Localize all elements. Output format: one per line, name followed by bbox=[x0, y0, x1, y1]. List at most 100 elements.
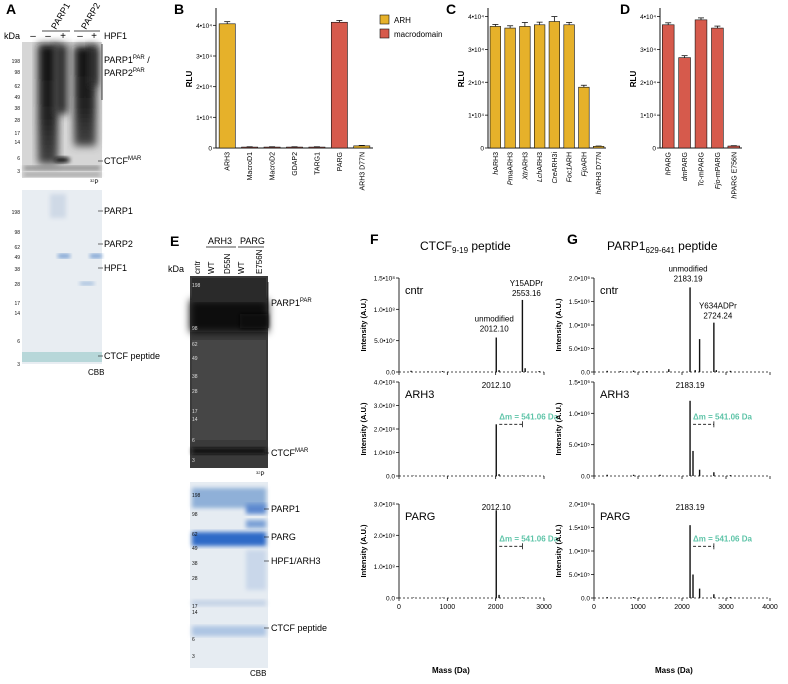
lane-label: WT bbox=[237, 261, 246, 274]
marker-label: 28 bbox=[192, 389, 198, 395]
marker-label: 98 bbox=[14, 230, 20, 236]
spectrum-title-range: 9-19 bbox=[452, 246, 469, 255]
bar bbox=[241, 146, 259, 149]
y-tick-label: 1.0•10⁸ bbox=[374, 450, 396, 457]
bar bbox=[330, 21, 348, 149]
y-tick-label: 1.5•10⁶ bbox=[569, 525, 591, 532]
marker-label: 62 bbox=[192, 532, 198, 538]
x-tick-label: 3000 bbox=[536, 604, 552, 611]
category-enzyme: ARH3 bbox=[493, 152, 500, 171]
band-label-ctcf-mar: CTCFMAR bbox=[104, 156, 142, 166]
y-tick-label: 2•10⁴ bbox=[468, 80, 484, 87]
spectrum-title-protein: PARP1 bbox=[607, 239, 646, 253]
panel-letter: A bbox=[6, 1, 16, 17]
category-species: Foc1 bbox=[567, 167, 574, 183]
legend-label: macrodomain bbox=[394, 30, 442, 39]
category-label: hARH3 bbox=[493, 152, 500, 175]
peak-annotation: 2012.10 bbox=[480, 325, 509, 334]
peak-annotation: 2183.19 bbox=[676, 381, 705, 390]
marker-label: 14 bbox=[14, 311, 20, 317]
y-tick-label: 1.0•10⁸ bbox=[374, 564, 396, 571]
marker-label: 38 bbox=[14, 106, 20, 112]
legend-label: ARH bbox=[394, 16, 411, 25]
category-label: Foc1ARH bbox=[567, 152, 574, 182]
band-label-protein: CTCF bbox=[271, 448, 295, 458]
marker-label: 62 bbox=[14, 84, 20, 90]
bar bbox=[711, 27, 724, 149]
spectrum-title-suffix: peptide bbox=[675, 239, 718, 253]
category-label: TARG1 bbox=[314, 152, 321, 175]
x-axis-label: Mass (Da) bbox=[655, 666, 693, 675]
marker-label: 17 bbox=[192, 604, 198, 610]
lane-sign: + bbox=[60, 31, 66, 42]
spectrum-title: PARP1629-641 peptide bbox=[607, 239, 718, 255]
y-tick-label: 4.0•10⁸ bbox=[374, 380, 396, 387]
category-label: GDAP2 bbox=[292, 152, 299, 176]
x-tick-label: 4000 bbox=[762, 604, 778, 611]
category-enzyme: mPARG bbox=[715, 152, 722, 177]
marker-label: 62 bbox=[14, 245, 20, 251]
lane-header-parp1: PARP1 bbox=[49, 1, 72, 31]
panel-letter: C bbox=[446, 1, 456, 17]
y-tick-label: 0.0 bbox=[581, 370, 590, 377]
marker-label: 3 bbox=[192, 458, 195, 464]
category-species: h bbox=[493, 171, 500, 175]
category-enzyme: ARH3 bbox=[508, 152, 515, 171]
x-tick-label: 1000 bbox=[440, 604, 456, 611]
hpf1-label: HPF1 bbox=[104, 31, 127, 41]
band-label-parp1: PARP1 bbox=[271, 504, 300, 514]
category-species: Cre bbox=[552, 172, 559, 183]
lane-label: E756N bbox=[255, 249, 264, 274]
spectrum-title-range: 629-641 bbox=[645, 246, 675, 255]
marker-label: 198 bbox=[192, 493, 201, 499]
category-enzyme: PARG bbox=[666, 152, 673, 171]
x-axis-label: Mass (Da) bbox=[432, 666, 470, 675]
marker-label: 6 bbox=[17, 339, 20, 345]
y-tick-label: 1•10⁴ bbox=[468, 113, 484, 120]
y-tick-label: 1•10⁴ bbox=[196, 115, 212, 122]
category-enzyme: ARH3 D77N bbox=[596, 152, 603, 191]
y-tick-label: 5.0•10⁷ bbox=[374, 338, 396, 345]
y-axis-label: Intensity (A.U.) bbox=[359, 524, 368, 577]
y-tick-label: 0 bbox=[208, 146, 212, 153]
autoradiograph-e bbox=[190, 276, 268, 468]
category-label: ARH3 D77N bbox=[359, 152, 366, 191]
category-label: Tc-mPARG bbox=[699, 152, 706, 187]
isotope-element: P bbox=[260, 472, 264, 478]
cbb-label: CBB bbox=[250, 669, 266, 678]
bar bbox=[593, 146, 605, 149]
condition-label: ARH3 bbox=[405, 389, 434, 401]
y-axis-label: Intensity (A.U.) bbox=[554, 524, 563, 577]
autoradiograph-a bbox=[22, 42, 102, 178]
band-label-protein: CTCF bbox=[104, 156, 128, 166]
y-tick-label: 1•10⁴ bbox=[640, 113, 656, 120]
bar bbox=[286, 146, 303, 149]
band-label-modification: MAR bbox=[295, 448, 309, 454]
peak-annotation: 2012.10 bbox=[482, 381, 511, 390]
y-tick-label: 4•10⁴ bbox=[640, 14, 656, 21]
band-label-modification: PAR bbox=[133, 55, 146, 61]
peak-annotation: 2012.10 bbox=[482, 503, 511, 512]
x-tick-label: 1000 bbox=[630, 604, 646, 611]
marker-label: 6 bbox=[17, 156, 20, 162]
lane-sign: – bbox=[77, 31, 83, 42]
isotope-mass: 32 bbox=[256, 470, 261, 475]
y-tick-label: 2.0•10⁶ bbox=[569, 276, 591, 283]
bar-chart-c: 01•10⁴2•10⁴3•10⁴4•10⁴RLUhARH3PmaARH3XtrA… bbox=[457, 8, 606, 194]
isotope-label: 32P bbox=[256, 470, 264, 478]
category-label: dmPARG bbox=[682, 152, 689, 181]
bar bbox=[694, 19, 708, 149]
x-tick-label: 2000 bbox=[674, 604, 690, 611]
marker-label: 198 bbox=[12, 59, 21, 65]
bar-chart-b: 0 1•10⁴ 2•10⁴ 3•10⁴ 4•10⁴ RLU ARH3 MacroD1 Macro… bbox=[185, 8, 442, 191]
category-enzyme: PARG bbox=[682, 152, 689, 171]
category-label: ARH3 bbox=[225, 152, 232, 171]
category-label: PARG bbox=[337, 152, 344, 171]
marker-label: 14 bbox=[14, 140, 20, 146]
peak-annotation: 2724.24 bbox=[703, 312, 732, 321]
band-label-parp2: PARP2 bbox=[104, 239, 133, 249]
category-label: hARH3 D77N bbox=[596, 152, 603, 194]
panel-letter: E bbox=[170, 233, 179, 249]
isotope-element: P bbox=[94, 180, 98, 186]
band-label-protein: PARP1 bbox=[271, 298, 300, 308]
